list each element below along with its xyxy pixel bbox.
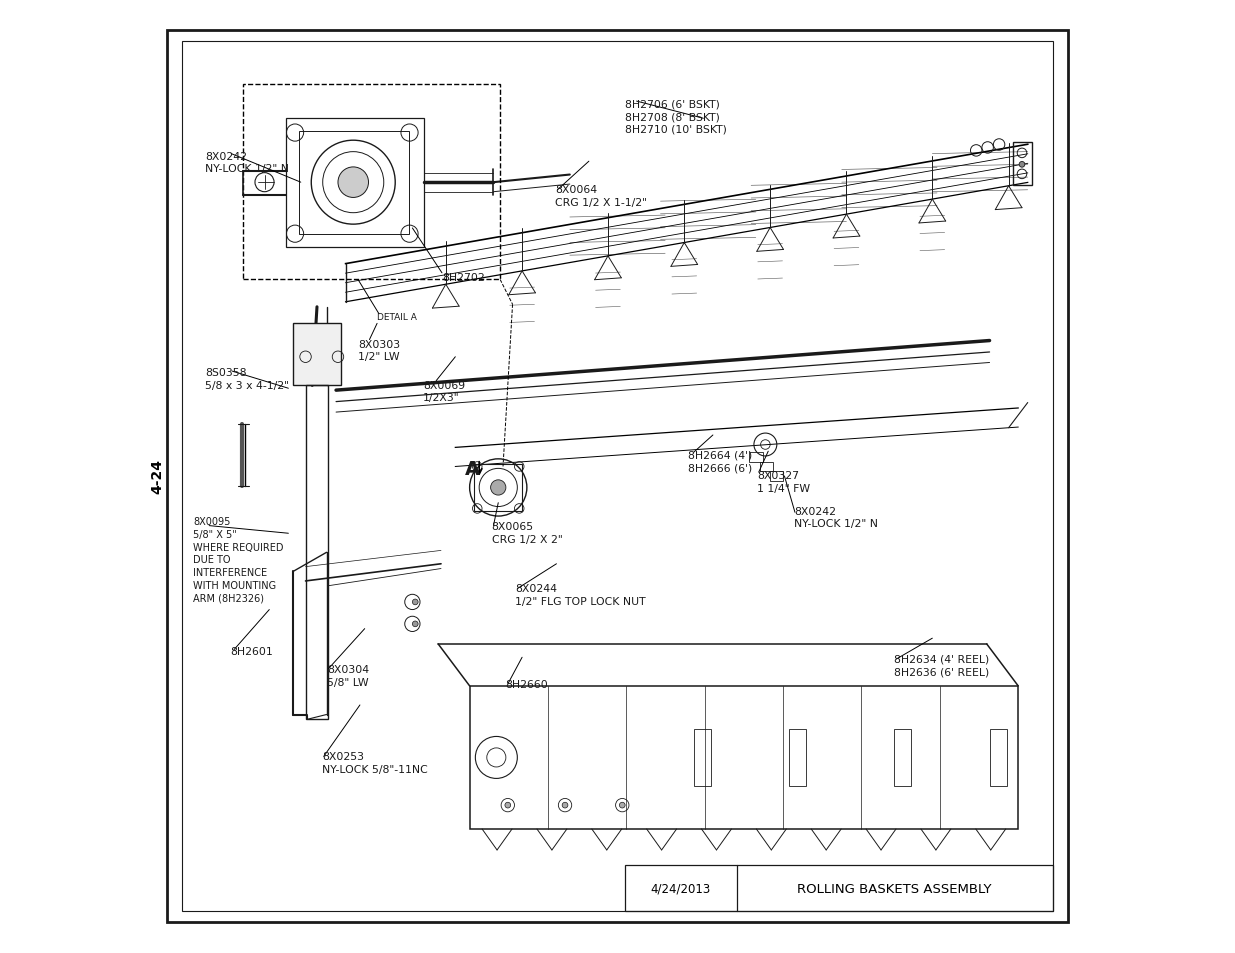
Circle shape: [338, 168, 368, 198]
Text: 8X0064
CRG 1/2 X 1-1/2": 8X0064 CRG 1/2 X 1-1/2": [556, 185, 647, 208]
Text: 8X0242
NY-LOCK 1/2" N: 8X0242 NY-LOCK 1/2" N: [794, 506, 878, 529]
Bar: [469, 686, 1018, 829]
Text: 8H2601: 8H2601: [230, 646, 273, 656]
Bar: [694, 729, 711, 786]
Text: 8X0327
1 1/4" FW: 8X0327 1 1/4" FW: [757, 471, 810, 494]
Circle shape: [505, 802, 510, 808]
Circle shape: [562, 802, 568, 808]
Circle shape: [412, 621, 419, 627]
Bar: [989, 729, 1007, 786]
Bar: [1014, 143, 1032, 186]
Bar: [625, 865, 1052, 911]
Bar: [789, 729, 806, 786]
Bar: [750, 453, 762, 462]
Text: A: A: [464, 459, 480, 478]
Circle shape: [620, 802, 625, 808]
Text: 8X0242
NY-LOCK 1/2" N: 8X0242 NY-LOCK 1/2" N: [205, 152, 289, 174]
Text: 8S0358
5/8 x 3 x 4-1/2": 8S0358 5/8 x 3 x 4-1/2": [205, 368, 289, 391]
Circle shape: [412, 599, 419, 605]
Bar: [305, 386, 329, 720]
Text: 8X0253
NY-LOCK 5/8"-11NC: 8X0253 NY-LOCK 5/8"-11NC: [322, 751, 427, 774]
Text: 8X0244
1/2" FLG TOP LOCK NUT: 8X0244 1/2" FLG TOP LOCK NUT: [515, 583, 646, 606]
Text: 8X0065
CRG 1/2 X 2": 8X0065 CRG 1/2 X 2": [492, 521, 562, 544]
Circle shape: [490, 480, 506, 496]
Bar: [474, 464, 522, 512]
Text: ROLLING BASKETS ASSEMBLY: ROLLING BASKETS ASSEMBLY: [798, 882, 992, 895]
Bar: [293, 324, 341, 386]
Text: 8X0304
5/8" LW: 8X0304 5/8" LW: [327, 664, 369, 687]
Bar: [760, 462, 773, 472]
Text: DETAIL A: DETAIL A: [377, 313, 417, 321]
Text: 8H2634 (4' REEL)
8H2636 (6' REEL): 8H2634 (4' REEL) 8H2636 (6' REEL): [894, 654, 989, 677]
Bar: [771, 472, 783, 481]
Bar: [299, 132, 409, 234]
Text: 8H2702: 8H2702: [442, 273, 484, 282]
Text: 8H2664 (4')
8H2666 (6'): 8H2664 (4') 8H2666 (6'): [688, 450, 752, 473]
Text: 8H2706 (6' BSKT)
8H2708 (8' BSKT)
8H2710 (10' BSKT): 8H2706 (6' BSKT) 8H2708 (8' BSKT) 8H2710…: [625, 99, 727, 134]
Circle shape: [1019, 162, 1025, 168]
Text: 8X0095
5/8" X 5"
WHERE REQUIRED
DUE TO
INTERFERENCE
WITH MOUNTING
ARM (8H2326): 8X0095 5/8" X 5" WHERE REQUIRED DUE TO I…: [193, 517, 284, 603]
Bar: [242, 85, 500, 280]
Bar: [285, 119, 424, 248]
Text: 4/24/2013: 4/24/2013: [651, 882, 711, 895]
Text: 8H2660: 8H2660: [505, 679, 547, 689]
Text: 8X0303
1/2" LW: 8X0303 1/2" LW: [358, 339, 400, 362]
Bar: [894, 729, 911, 786]
Text: 8X0069
1/2X3": 8X0069 1/2X3": [422, 380, 466, 403]
Text: 4-24: 4-24: [151, 459, 164, 494]
